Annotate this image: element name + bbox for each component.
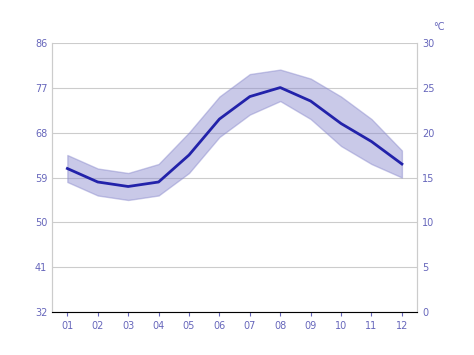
Text: °C: °C (433, 22, 445, 32)
